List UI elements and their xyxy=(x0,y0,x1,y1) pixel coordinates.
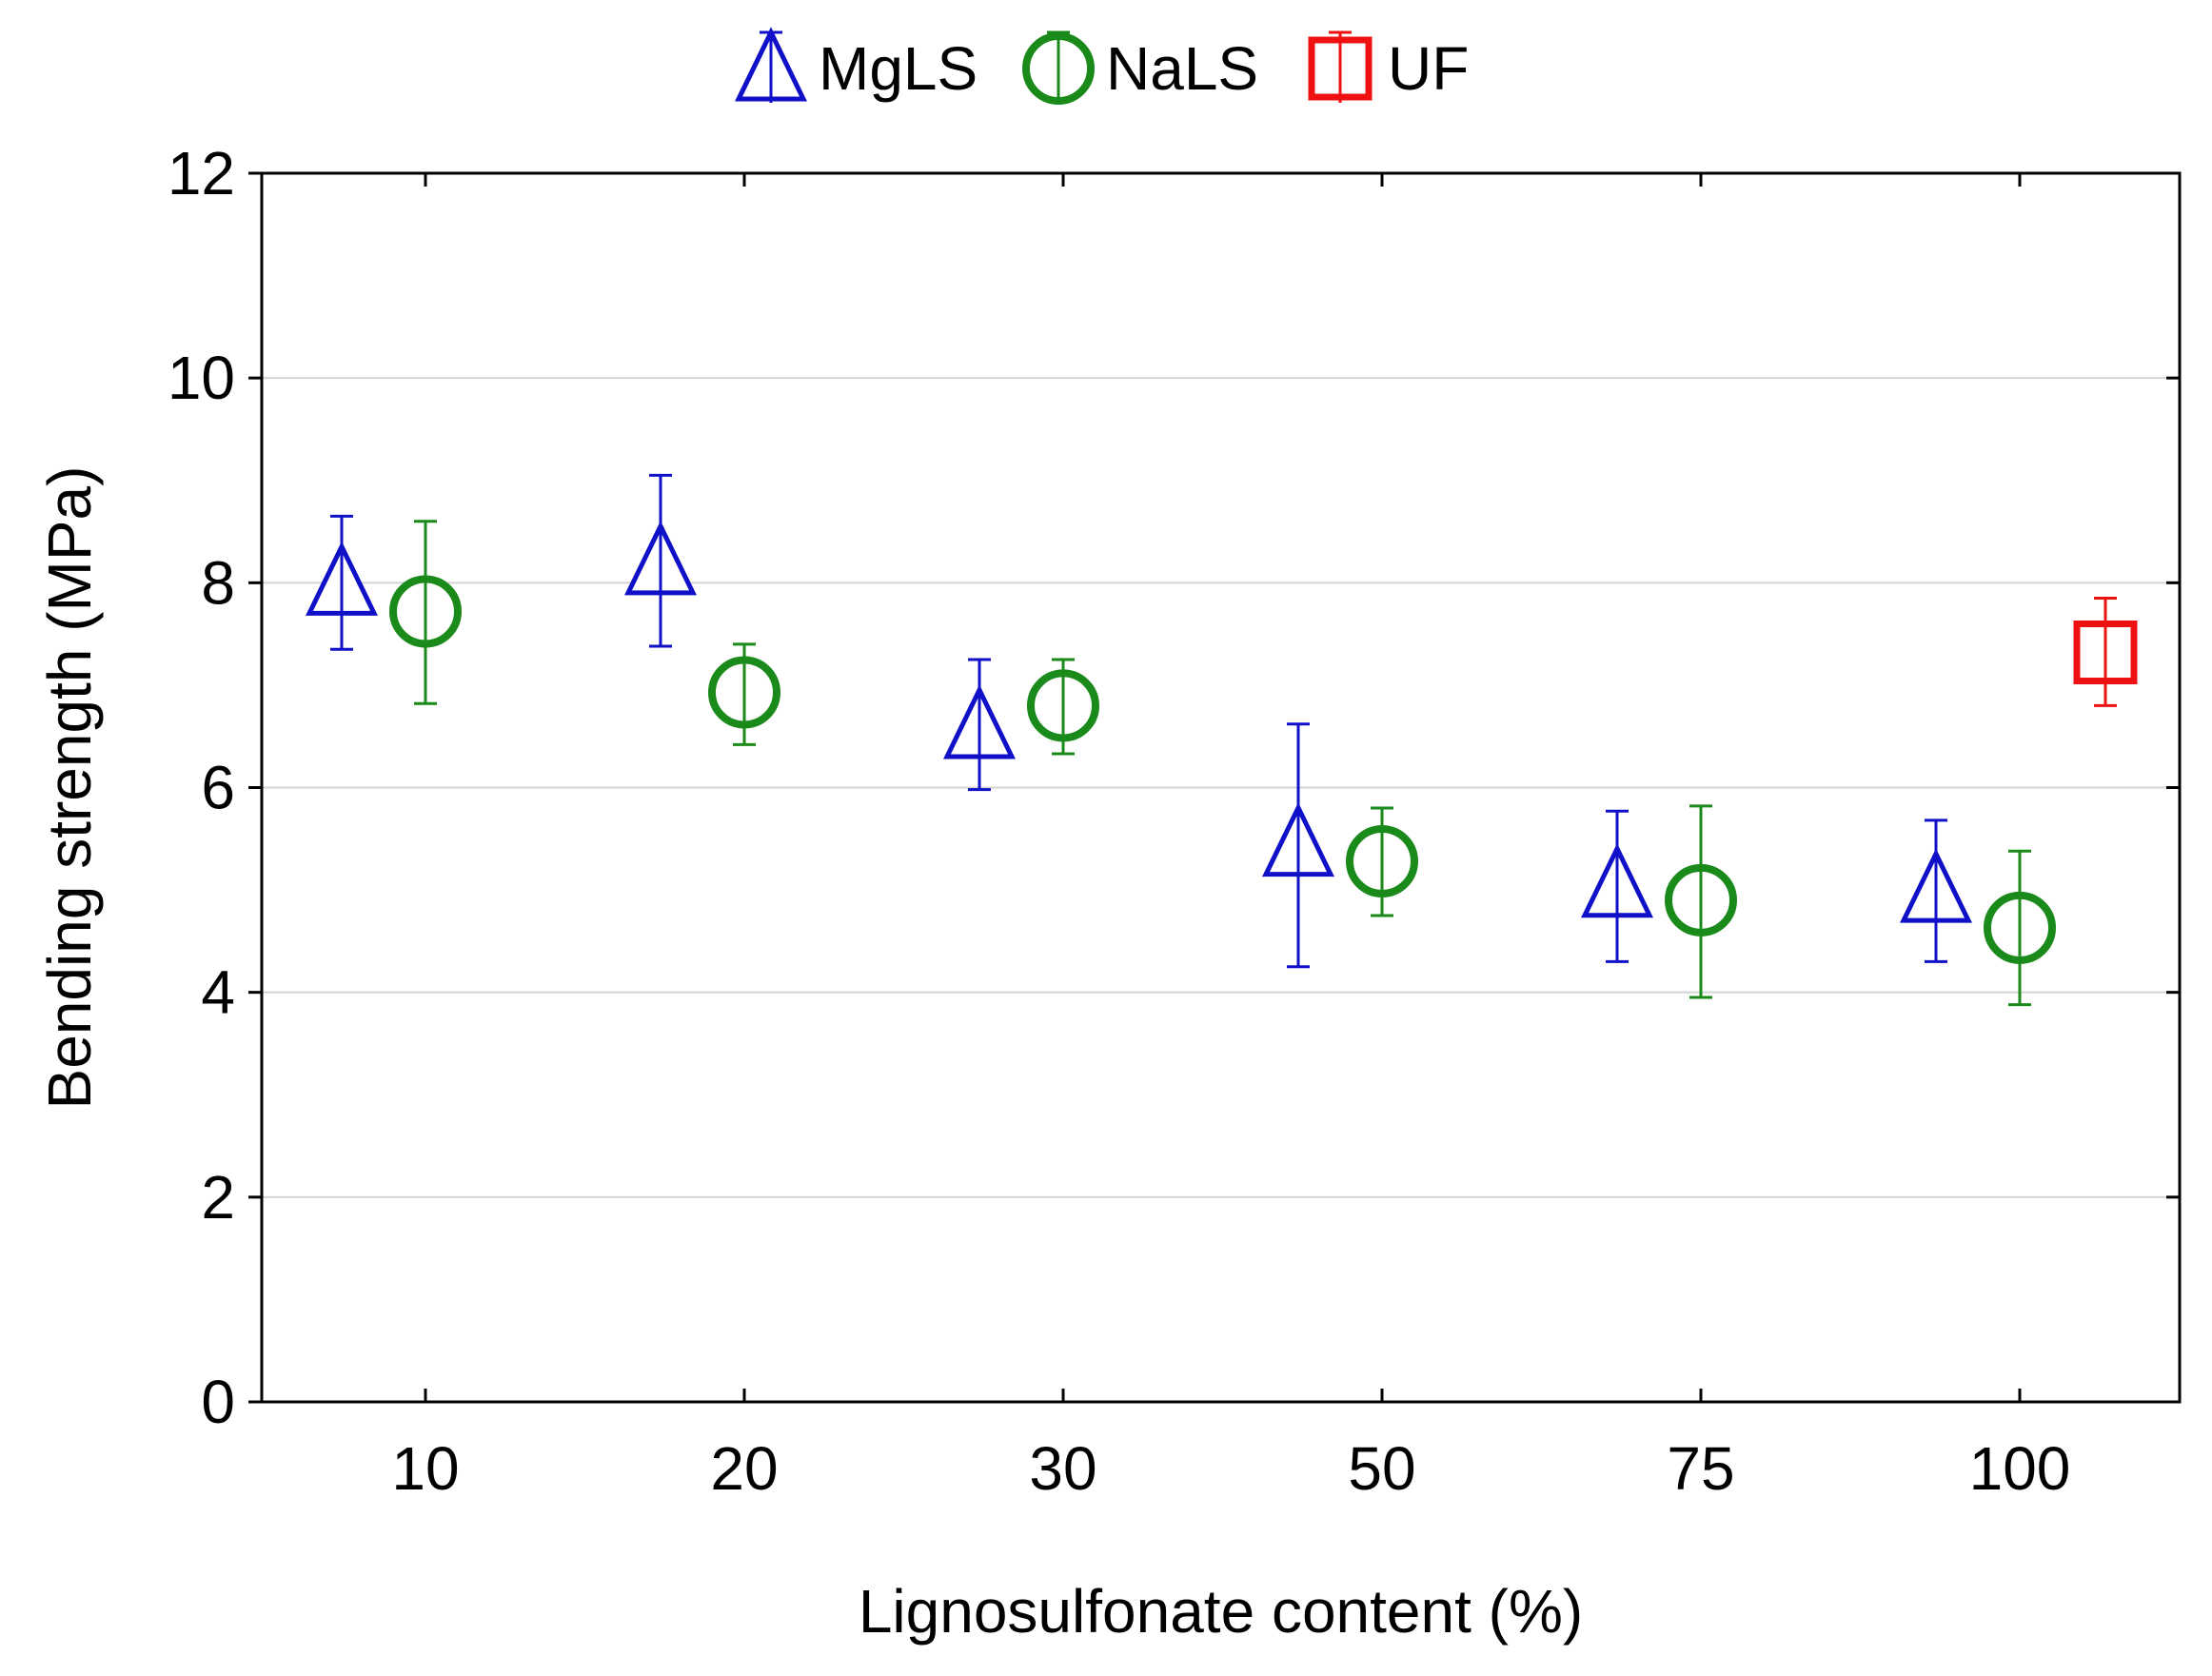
legend-label-mgls: MgLS xyxy=(819,34,978,103)
x-tick-label: 50 xyxy=(1348,1434,1415,1503)
mgls-point xyxy=(943,658,1016,792)
nals-point xyxy=(708,642,780,746)
gridlines xyxy=(262,377,2180,1198)
x-tick-label: 100 xyxy=(1969,1434,2071,1503)
x-tick-label: 20 xyxy=(710,1434,778,1503)
y-axis-label: Bending strength (MPa) xyxy=(35,466,104,1110)
y-tick-label: 0 xyxy=(201,1368,235,1436)
legend-item-mgls: MgLS xyxy=(735,27,978,103)
legend-label-nals: NaLS xyxy=(1106,34,1258,103)
legend-label-uf: UF xyxy=(1388,34,1469,103)
legend-item-uf: UF xyxy=(1308,30,1469,103)
legend: MgLS NaLS UF xyxy=(735,27,1469,105)
mgls-point xyxy=(624,473,697,648)
y-tick-label: 8 xyxy=(201,548,235,617)
nals-point xyxy=(1346,806,1418,917)
x-axis-label: Lignosulfonate content (%) xyxy=(859,1577,1583,1646)
nals-point xyxy=(389,520,462,705)
uf-point xyxy=(2073,596,2138,707)
x-axis: 10 20 30 50 75 100 xyxy=(391,173,2070,1503)
mgls-point xyxy=(306,514,378,651)
y-tick-label: 2 xyxy=(201,1163,235,1232)
y-tick-label: 6 xyxy=(201,754,235,822)
x-tick-label: 30 xyxy=(1029,1434,1096,1503)
nals-point xyxy=(1984,849,2056,1007)
mgls-point xyxy=(1581,809,1653,963)
y-axis: 0 2 4 6 8 10 12 xyxy=(168,139,2180,1436)
legend-item-nals: NaLS xyxy=(1022,30,1258,105)
mgls-point xyxy=(1900,818,1972,963)
y-tick-label: 12 xyxy=(168,139,235,207)
y-tick-label: 10 xyxy=(168,344,235,412)
y-tick-label: 4 xyxy=(201,958,235,1027)
x-tick-label: 10 xyxy=(391,1434,459,1503)
x-tick-label: 75 xyxy=(1667,1434,1734,1503)
nals-point xyxy=(1665,804,1737,999)
mgls-point xyxy=(1262,722,1334,969)
nals-point xyxy=(1027,658,1099,756)
data-markers xyxy=(306,473,2138,1007)
